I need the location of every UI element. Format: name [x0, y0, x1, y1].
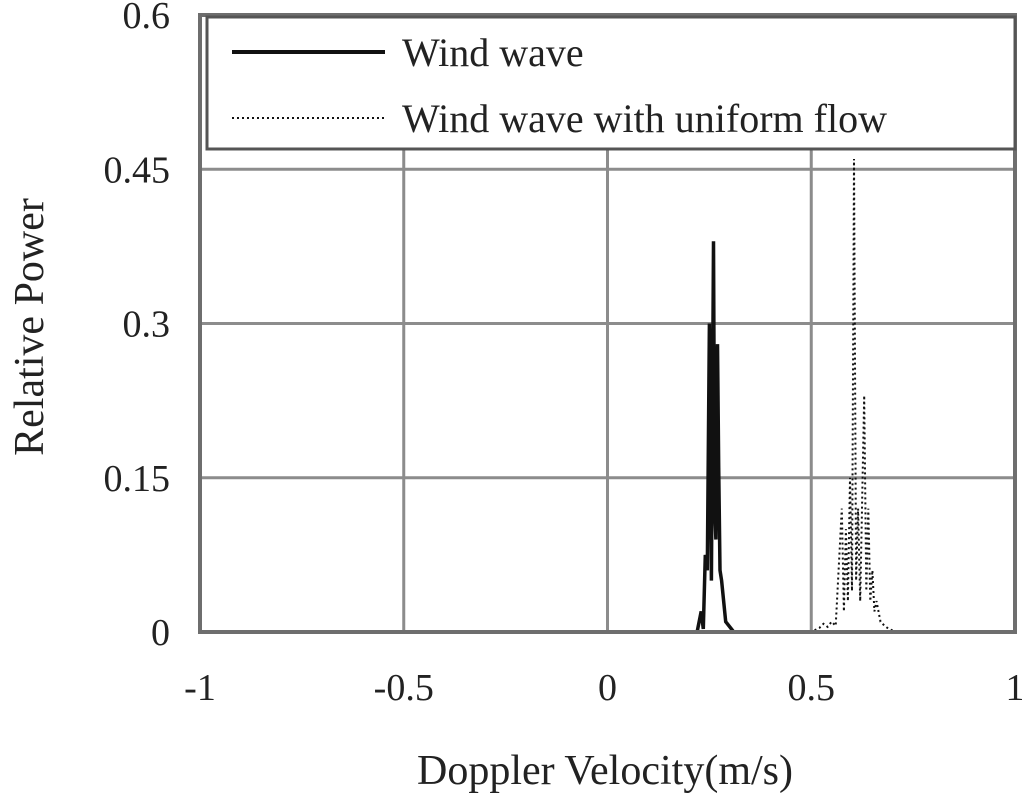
- y-tick-label: 0.45: [104, 149, 171, 191]
- x-tick-label: -1: [184, 667, 216, 709]
- series-line-1: [200, 158, 1015, 633]
- y-tick-label: 0.15: [104, 458, 171, 500]
- y-tick-label: 0.3: [123, 304, 171, 346]
- x-tick-label: 0.5: [788, 667, 836, 709]
- y-tick-label: 0.6: [123, 0, 171, 37]
- y-axis-title: Relative Power: [7, 198, 53, 456]
- legend-label-wind-wave: Wind wave: [402, 30, 584, 75]
- legend: Wind wave Wind wave with uniform flow: [205, 15, 1017, 151]
- series-line-0: [200, 241, 1015, 634]
- x-tick-label: 0: [598, 667, 617, 709]
- plot-frame: [198, 13, 1017, 634]
- tick-labels: -1 -0.5 0 0.5 1 0 0.15 0.3 0.45 0.6: [104, 0, 1022, 709]
- x-tick-label: -0.5: [374, 667, 434, 709]
- x-tick-label: 1: [1006, 667, 1022, 709]
- legend-box: [205, 15, 1017, 151]
- y-tick-label: 0: [151, 612, 170, 654]
- x-axis-title: Doppler Velocity(m/s): [417, 748, 793, 794]
- legend-label-wind-wave-uniform-flow: Wind wave with uniform flow: [402, 96, 887, 141]
- series-layer: [200, 158, 1015, 634]
